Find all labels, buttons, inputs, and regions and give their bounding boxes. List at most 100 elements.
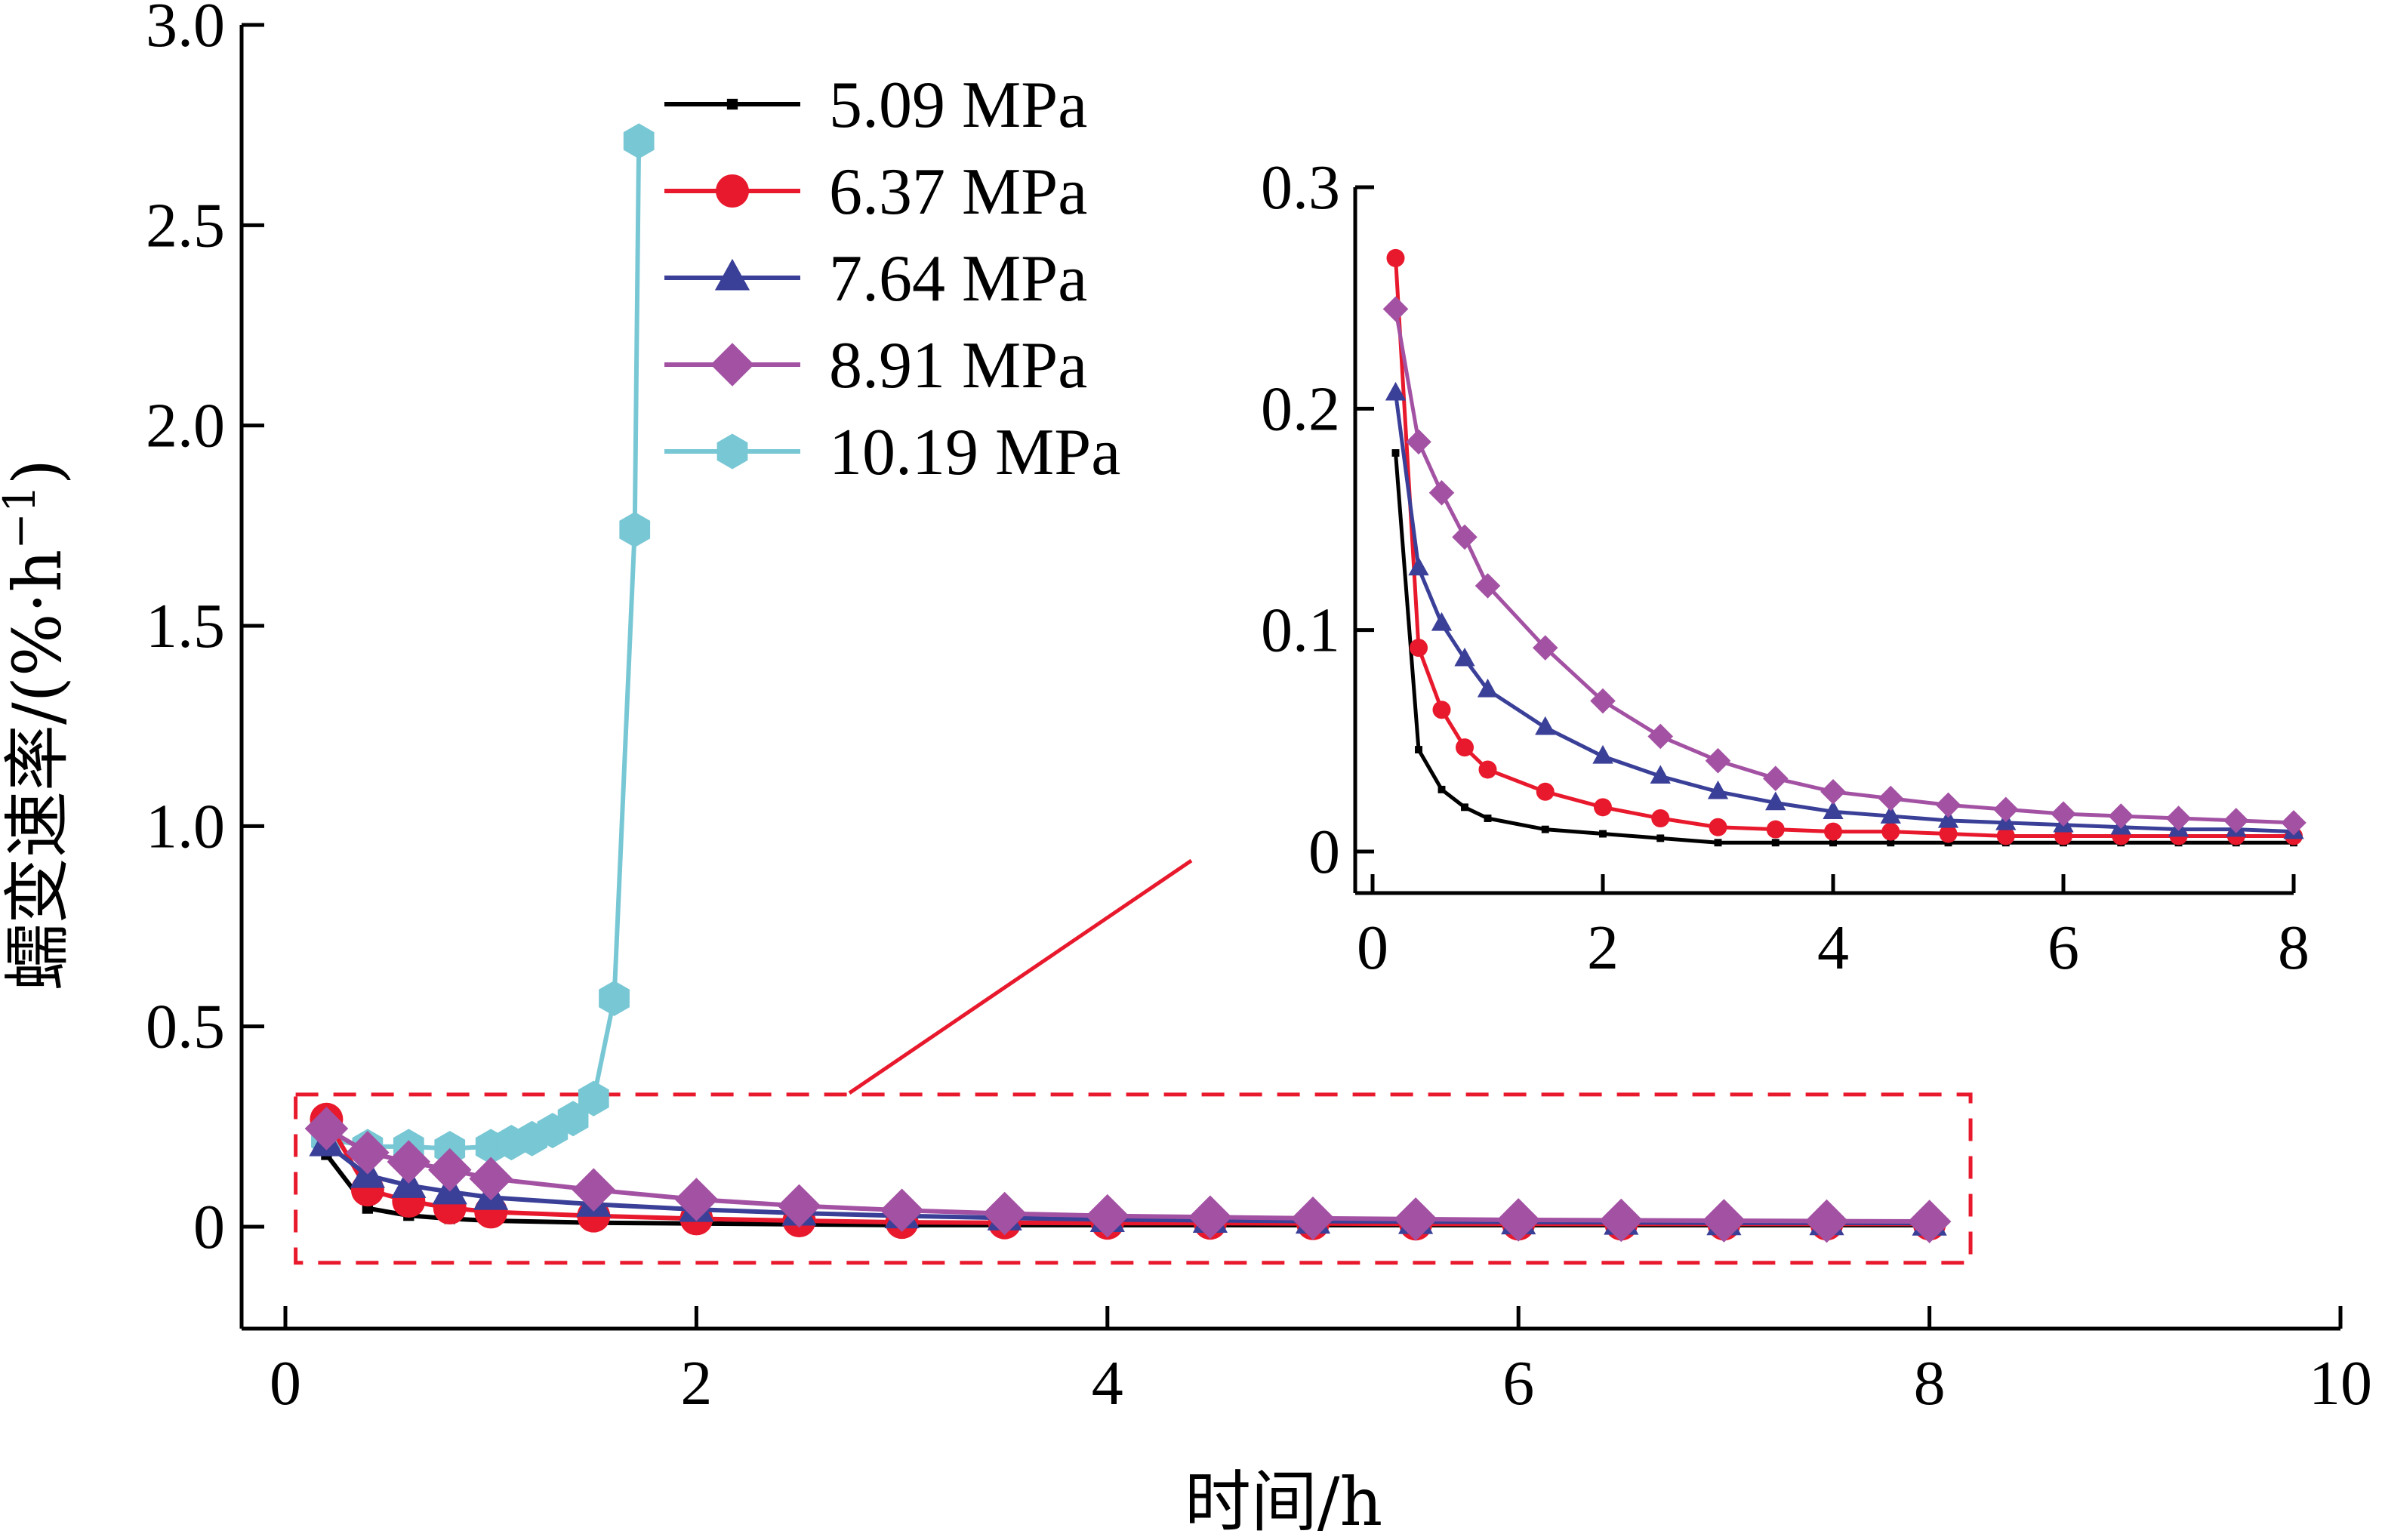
inset-data-point — [1532, 635, 1558, 661]
inset-x-tick-label: 4 — [1817, 913, 1849, 983]
x-tick-label: 6 — [1502, 1348, 1534, 1418]
inset-data-point — [1880, 805, 1901, 824]
inset-data-point — [1766, 820, 1785, 839]
legend-entry-3: 7.64 MPa — [664, 242, 1087, 316]
main-data-point — [1086, 1194, 1129, 1238]
inset-data-point — [1452, 524, 1478, 550]
inset-data-point — [1478, 760, 1497, 779]
inset-data-point — [2281, 810, 2307, 836]
inset-data-point — [1823, 800, 1844, 819]
inset-data-point — [1385, 381, 1407, 401]
main-data-point — [1907, 1200, 1952, 1243]
inset-data-point — [1650, 765, 1671, 784]
main-data-point — [427, 1147, 472, 1192]
inset-data-point — [1438, 785, 1446, 793]
inset-x-tick-label: 8 — [2278, 913, 2310, 983]
legend-marker — [716, 433, 748, 470]
inset-series-line — [1394, 257, 2294, 838]
inset-data-point — [1382, 296, 1409, 322]
main-data-point — [578, 1080, 609, 1116]
inset-data-point — [1590, 688, 1616, 714]
legend-entry-2: 6.37 MPa — [664, 156, 1087, 229]
y-tick-label: 2.0 — [146, 391, 225, 461]
y-axis-title-superscript: −1 — [0, 485, 45, 550]
inset-data-point — [1937, 808, 1959, 828]
inset-data-point — [1535, 716, 1556, 735]
inset-series-line — [1394, 308, 2294, 825]
legend-entry-5: 10.19 MPa — [664, 416, 1120, 489]
zoom-region-box — [294, 1092, 1973, 1265]
x-tick-label: 4 — [1092, 1348, 1123, 1418]
main-series-1 — [311, 123, 655, 1167]
main-data-point — [674, 1178, 719, 1221]
inset-y-tick-label: 0 — [1308, 817, 1340, 887]
legend-marker — [714, 258, 750, 291]
main-data-point — [1599, 1198, 1644, 1243]
inset-data-point — [1536, 782, 1555, 801]
legend-marker — [716, 174, 749, 208]
inset-data-point — [1881, 822, 1900, 841]
main-data-point — [619, 512, 651, 548]
x-tick-label: 2 — [680, 1348, 712, 1418]
inset-data-point — [1709, 818, 1727, 836]
main-series-line — [325, 140, 642, 1151]
inset-data-point — [1829, 839, 1837, 847]
inset-x-tick-label: 6 — [2048, 913, 2079, 983]
inset-data-point — [1992, 796, 2019, 823]
legend-entry-4: 8.91 MPa — [664, 329, 1087, 402]
zoom-annotation — [294, 858, 1973, 1265]
inset-data-point — [1656, 834, 1665, 842]
inset-data-point — [1887, 839, 1895, 847]
inset-y-tick-label: 0.1 — [1261, 596, 1340, 666]
legend: 5.09 MPa 6.37 MPa 7.64 MPa 8.91 MPa 10.19 MP… — [664, 69, 1120, 489]
y-axis-title-group: 蠕变速率/(%·h−1) — [0, 459, 76, 990]
main-data-point — [1702, 1199, 1746, 1243]
main-data-point — [1804, 1199, 1849, 1243]
inset-data-point — [2223, 808, 2249, 833]
inset-data-point — [1714, 839, 1722, 847]
main-data-point — [777, 1184, 821, 1228]
main-series-group — [304, 123, 1952, 1243]
inset-data-point — [1705, 747, 1731, 774]
x-tick-label: 8 — [1914, 1348, 1946, 1418]
y-axis-title: 蠕变速率/(%·h — [0, 550, 76, 990]
inset-series-group — [1382, 248, 2307, 847]
inset-data-point — [1431, 611, 1453, 631]
legend-label: 6.37 MPa — [829, 156, 1087, 229]
inset-data-point — [1474, 573, 1501, 599]
main-data-point — [982, 1191, 1027, 1236]
main-data-point — [1188, 1195, 1232, 1240]
inset-data-point — [2165, 805, 2192, 831]
main-data-point — [304, 1107, 349, 1150]
legend-marker — [726, 98, 738, 110]
inset-data-point — [1432, 701, 1451, 719]
inset-data-point — [1406, 429, 1431, 455]
inset-data-point — [1477, 678, 1499, 698]
inset-series-3 — [1385, 381, 2304, 839]
y-tick-label: 2.5 — [146, 190, 225, 260]
inset-data-point — [1386, 248, 1405, 267]
inset-data-point — [1599, 830, 1607, 838]
inset-data-point — [2051, 801, 2076, 827]
inset-data-point — [1824, 822, 1842, 841]
inset-data-point — [1939, 824, 1958, 843]
legend-label: 7.64 MPa — [829, 242, 1087, 316]
y-tick-label: 1.5 — [146, 591, 225, 661]
x-tick-label: 0 — [270, 1348, 301, 1418]
inset-data-point — [1647, 723, 1674, 750]
inset-data-point — [1762, 765, 1789, 791]
inset-data-point — [1410, 639, 1428, 658]
inset-x-tick-label: 2 — [1587, 913, 1619, 983]
inset-data-point — [1456, 738, 1474, 757]
inset-y-tick-label: 0.3 — [1261, 152, 1340, 223]
inset-data-point — [1594, 798, 1612, 817]
inset-axes: 0 0.1 0.2 0.3 0 2 4 6 8 — [1261, 152, 2310, 983]
main-series-line — [325, 1126, 1930, 1224]
main-data-point — [1496, 1198, 1540, 1242]
inset-data-point — [1996, 827, 2015, 845]
inset-data-point — [1454, 647, 1475, 667]
legend-label: 8.91 MPa — [829, 329, 1087, 402]
inset-data-point — [1461, 803, 1468, 812]
y-axis-title-close: ) — [0, 459, 76, 485]
y-tick-label: 0.5 — [146, 992, 225, 1062]
